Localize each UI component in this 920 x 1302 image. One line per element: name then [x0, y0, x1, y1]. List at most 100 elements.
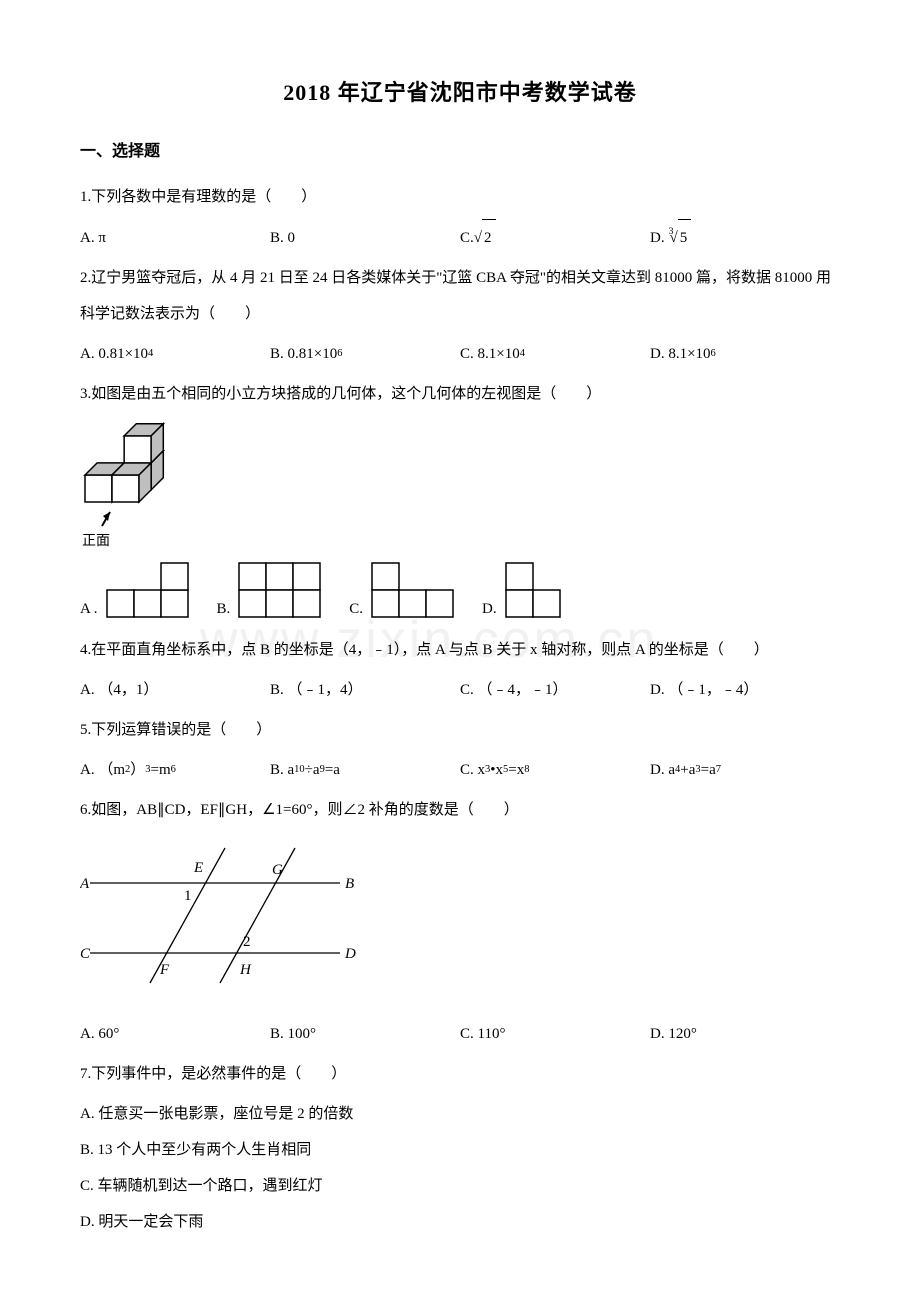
q5-opt-d: D. a4+a3=a7: [650, 752, 840, 788]
sqrt-icon: √2: [474, 219, 496, 256]
q3-c-svg: [371, 562, 454, 618]
q3-opt-a: A .: [80, 562, 189, 618]
svg-text:1: 1: [184, 888, 192, 904]
q3-b-svg: [238, 562, 321, 618]
q1-options: A. π B. 0 C. √2 D. 3√5: [80, 219, 840, 256]
q5-a-post: =m: [151, 752, 171, 788]
q3-caption: 正面: [82, 530, 840, 550]
q5-a-mid: ）: [130, 752, 145, 788]
q5-options: A. （m2）3=m6 B. a10÷a9=a C. x3•x5=x8 D. a…: [80, 752, 840, 788]
q2-text: 2.辽宁男篮夺冠后，从 4 月 21 日至 24 日各类媒体关于"辽篮 CBA …: [80, 260, 840, 332]
svg-text:B: B: [345, 876, 354, 892]
q2-d-sup: 6: [711, 341, 716, 366]
q2-a-sup: 4: [148, 341, 153, 366]
page-title: 2018 年辽宁省沈阳市中考数学试卷: [80, 75, 840, 107]
q6-b-label: B. 100°: [270, 1016, 316, 1052]
q1-opt-a: A. π: [80, 219, 270, 256]
q3-b-label: B.: [217, 601, 231, 618]
q3-d-label: D.: [482, 601, 497, 618]
q4-c-label: C. （﹣4，﹣1）: [460, 672, 568, 708]
q6-opt-b: B. 100°: [270, 1016, 460, 1052]
q5-d-post: =a: [701, 752, 716, 788]
q3-text: 3.如图是由五个相同的小立方块搭成的几何体，这个几何体的左视图是（ ）: [80, 376, 840, 412]
svg-text:A: A: [80, 876, 90, 892]
q4-a-label: A. （4，1）: [80, 672, 158, 708]
q1-opt-c: C. √2: [460, 219, 650, 256]
svg-text:D: D: [344, 946, 356, 962]
q1-d-radicand: 5: [678, 219, 692, 256]
q6-opt-d: D. 120°: [650, 1016, 840, 1052]
q5-opt-a: A. （m2）3=m6: [80, 752, 270, 788]
q1-a-label: A. π: [80, 220, 106, 256]
q3-opt-b: B.: [217, 562, 322, 618]
q7-opt-b: B. 13 个人中至少有两个人生肖相同: [80, 1132, 840, 1168]
q4-b-label: B. （﹣1，4）: [270, 672, 363, 708]
section-heading: 一、选择题: [80, 137, 840, 161]
q5-c-pre: C. x: [460, 752, 485, 788]
q1-d-prefix: D.: [650, 220, 665, 256]
q1-b-label: B. 0: [270, 220, 295, 256]
q5-b-mid: ÷a: [305, 752, 320, 788]
q3-a-label: A .: [80, 601, 98, 618]
q5-a-s3: 6: [171, 757, 176, 782]
q5-opt-b: B. a10÷a9=a: [270, 752, 460, 788]
svg-text:E: E: [193, 860, 203, 876]
q2-c-sup: 4: [520, 341, 525, 366]
svg-text:G: G: [272, 862, 283, 878]
q1-c-prefix: C.: [460, 220, 474, 256]
cbrt-icon: 3√5: [665, 219, 692, 256]
q2-b-label: B. 0.81×10: [270, 336, 337, 372]
q6-opt-a: A. 60°: [80, 1016, 270, 1052]
q5-b-s1: 10: [294, 757, 305, 782]
q4-options: A. （4，1） B. （﹣1，4） C. （﹣4，﹣1） D. （﹣1，﹣4）: [80, 672, 840, 708]
q5-c-post: =x: [508, 752, 524, 788]
q5-c-s3: 8: [524, 757, 529, 782]
q4-text: 4.在平面直角坐标系中，点 B 的坐标是（4，﹣1），点 A 与点 B 关于 x…: [80, 632, 840, 668]
q3-opt-d: D.: [482, 562, 561, 618]
q6-options: A. 60° B. 100° C. 110° D. 120°: [80, 1016, 840, 1052]
q5-d-pre: D. a: [650, 752, 675, 788]
q4-opt-c: C. （﹣4，﹣1）: [460, 672, 650, 708]
q4-d-label: D. （﹣1，﹣4）: [650, 672, 758, 708]
q7-opt-d: D. 明天一定会下雨: [80, 1204, 840, 1240]
q6-d-label: D. 120°: [650, 1016, 697, 1052]
q4-opt-d: D. （﹣1，﹣4）: [650, 672, 840, 708]
q2-b-sup: 6: [337, 341, 342, 366]
q2-a-label: A. 0.81×10: [80, 336, 148, 372]
svg-text:F: F: [159, 962, 170, 978]
q5-c-mid: •x: [490, 752, 503, 788]
q3-opt-c: C.: [349, 562, 454, 618]
svg-text:C: C: [80, 946, 91, 962]
arrow-icon: [88, 510, 118, 528]
svg-text:H: H: [239, 962, 252, 978]
q2-options: A. 0.81×104 B. 0.81×106 C. 8.1×104 D. 8.…: [80, 336, 840, 372]
q6-text: 6.如图，AB∥CD，EF∥GH，∠1=60°，则∠2 补角的度数是（ ）: [80, 792, 840, 828]
q3-figure: 正面: [80, 420, 840, 550]
q2-c-label: C. 8.1×10: [460, 336, 520, 372]
q3-a-svg: [106, 562, 189, 618]
q6-opt-c: C. 110°: [460, 1016, 650, 1052]
q6-svg: A B C D E G F H 1 2: [80, 838, 370, 993]
q5-text: 5.下列运算错误的是（ ）: [80, 712, 840, 748]
q2-opt-d: D. 8.1×106: [650, 336, 840, 372]
q5-opt-c: C. x3•x5=x8: [460, 752, 650, 788]
q2-opt-b: B. 0.81×106: [270, 336, 460, 372]
q3-c-label: C.: [349, 601, 363, 618]
q5-d-s3: 7: [716, 757, 721, 782]
q6-c-label: C. 110°: [460, 1016, 505, 1052]
q1-text: 1.下列各数中是有理数的是（ ）: [80, 179, 840, 215]
q6-figure: A B C D E G F H 1 2: [80, 838, 840, 998]
q5-b-pre: B. a: [270, 752, 294, 788]
q6-a-label: A. 60°: [80, 1016, 119, 1052]
cube-svg: [80, 420, 190, 510]
q2-opt-a: A. 0.81×104: [80, 336, 270, 372]
q4-opt-a: A. （4，1）: [80, 672, 270, 708]
q3-d-svg: [505, 562, 561, 618]
q1-opt-d: D. 3√5: [650, 219, 840, 256]
q1-opt-b: B. 0: [270, 219, 460, 256]
q7-text: 7.下列事件中，是必然事件的是（ ）: [80, 1056, 840, 1092]
svg-text:2: 2: [243, 934, 251, 950]
q7-opt-a: A. 任意买一张电影票，座位号是 2 的倍数: [80, 1096, 840, 1132]
q2-opt-c: C. 8.1×104: [460, 336, 650, 372]
q1-c-radicand: 2: [482, 219, 496, 256]
